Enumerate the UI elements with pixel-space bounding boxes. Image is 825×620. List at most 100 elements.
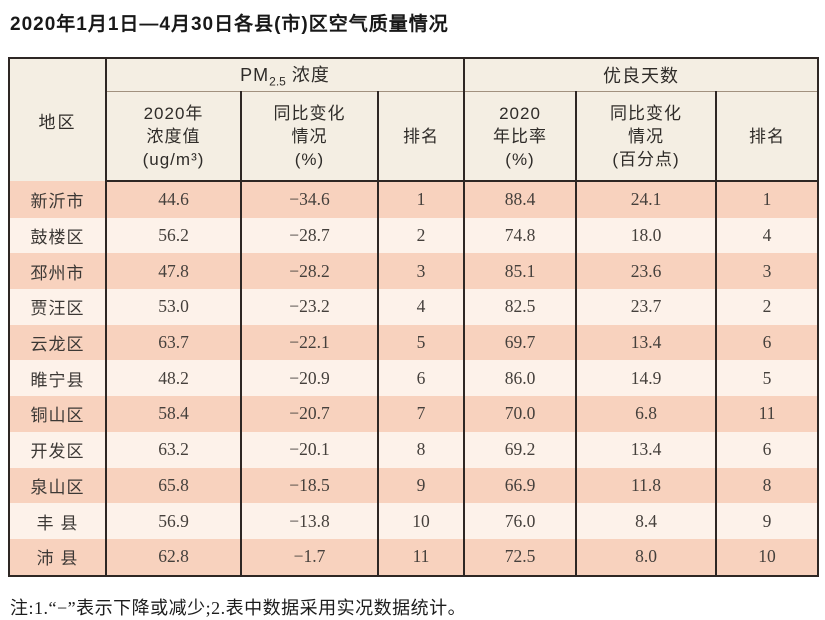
region-cell: 睢宁县 bbox=[8, 360, 106, 397]
pm-rank-cell: 10 bbox=[376, 503, 465, 539]
pm-value-cell: 63.2 bbox=[105, 431, 241, 468]
pm-value-cell: 62.8 bbox=[105, 538, 241, 576]
pm-rank-cell: 11 bbox=[376, 538, 465, 576]
good-change-cell: 8.0 bbox=[575, 538, 717, 576]
pm-change-cell: −28.2 bbox=[240, 253, 378, 290]
pm-rank-cell: 5 bbox=[376, 324, 465, 361]
pm-change-cell: −13.8 bbox=[240, 503, 378, 539]
pm25-label-prefix: PM bbox=[240, 65, 270, 86]
pm-change-cell: −28.7 bbox=[240, 217, 378, 254]
good-rank-cell: 4 bbox=[715, 217, 819, 254]
good-change-cell: 13.4 bbox=[575, 324, 717, 361]
footnote: 注:1.“−”表示下降或减少;2.表中数据采用实况数据统计。 bbox=[10, 597, 467, 618]
table-row: 邳州市 47.8 −28.2 3 85.1 23.6 3 bbox=[8, 253, 819, 290]
pm-value-cell: 48.2 bbox=[105, 360, 241, 397]
pm-rank-cell: 4 bbox=[376, 289, 465, 325]
col-header-good-rate: 2020 年比率 (%) bbox=[463, 91, 577, 182]
good-change-cell: 18.0 bbox=[575, 217, 717, 254]
good-rate-cell: 86.0 bbox=[463, 360, 577, 397]
good-rate-cell: 76.0 bbox=[463, 503, 577, 539]
region-cell: 邳州市 bbox=[8, 253, 106, 290]
table-row: 睢宁县 48.2 −20.9 6 86.0 14.9 5 bbox=[8, 360, 819, 397]
pm25-label-suffix: 浓度 bbox=[285, 65, 330, 86]
pm-value-cell: 44.6 bbox=[105, 181, 241, 218]
pm-value-cell: 53.0 bbox=[105, 289, 241, 325]
good-rank-cell: 6 bbox=[715, 324, 819, 361]
table-row: 丰 县 56.9 −13.8 10 76.0 8.4 9 bbox=[8, 503, 819, 539]
pm-change-cell: −18.5 bbox=[240, 467, 378, 504]
region-cell: 云龙区 bbox=[8, 324, 106, 361]
good-change-cell: 23.6 bbox=[575, 253, 717, 290]
region-cell: 泉山区 bbox=[8, 467, 106, 504]
pm-rank-cell: 6 bbox=[376, 360, 465, 397]
pm-value-cell: 63.7 bbox=[105, 324, 241, 361]
col-header-pm-rank: 排名 bbox=[376, 91, 465, 182]
table-row: 开发区 63.2 −20.1 8 69.2 13.4 6 bbox=[8, 431, 819, 468]
good-rate-cell: 88.4 bbox=[463, 181, 577, 218]
pm-change-cell: −23.2 bbox=[240, 289, 378, 325]
table-row: 鼓楼区 56.2 −28.7 2 74.8 18.0 4 bbox=[8, 217, 819, 254]
region-cell: 贾汪区 bbox=[8, 289, 106, 325]
good-change-cell: 11.8 bbox=[575, 467, 717, 504]
pm-rank-cell: 7 bbox=[376, 396, 465, 432]
pm-rank-cell: 9 bbox=[376, 467, 465, 504]
pm-change-cell: −20.7 bbox=[240, 396, 378, 432]
pm-change-cell: −20.9 bbox=[240, 360, 378, 397]
region-cell: 新沂市 bbox=[8, 181, 106, 218]
table-row: 新沂市 44.6 −34.6 1 88.4 24.1 1 bbox=[8, 181, 819, 218]
good-change-cell: 23.7 bbox=[575, 289, 717, 325]
table-body: 新沂市 44.6 −34.6 1 88.4 24.1 1 鼓楼区 56.2 −28.7 2 74.8 1… bbox=[8, 181, 819, 576]
good-change-cell: 24.1 bbox=[575, 181, 717, 218]
pm-rank-cell: 1 bbox=[376, 181, 465, 218]
pm25-subscript: 2.5 bbox=[269, 74, 286, 89]
region-cell: 鼓楼区 bbox=[8, 217, 106, 254]
pm-rank-cell: 2 bbox=[376, 217, 465, 254]
good-rank-cell: 1 bbox=[715, 181, 819, 218]
pm-value-cell: 47.8 bbox=[105, 253, 241, 290]
region-cell: 铜山区 bbox=[8, 396, 106, 432]
good-rate-cell: 82.5 bbox=[463, 289, 577, 325]
good-rank-cell: 11 bbox=[715, 396, 819, 432]
pm-rank-cell: 8 bbox=[376, 431, 465, 468]
good-rate-cell: 70.0 bbox=[463, 396, 577, 432]
sub-header-row: 2020年 浓度值 (ug/m³) 同比变化 情况 (%) 排名 2020 年比… bbox=[9, 91, 819, 182]
col-header-good-change: 同比变化 情况 (百分点) bbox=[575, 91, 717, 182]
pm-change-cell: −34.6 bbox=[240, 181, 378, 218]
good-rank-cell: 2 bbox=[715, 289, 819, 325]
good-rank-cell: 5 bbox=[715, 360, 819, 397]
region-cell: 丰 县 bbox=[8, 503, 106, 539]
pm-change-cell: −1.7 bbox=[240, 538, 378, 576]
page-title: 2020年1月1日—4月30日各县(市)区空气质量情况 bbox=[10, 14, 449, 35]
pm-value-cell: 65.8 bbox=[105, 467, 241, 504]
good-rate-cell: 69.2 bbox=[463, 431, 577, 468]
region-cell: 沛 县 bbox=[8, 538, 106, 576]
table-row: 铜山区 58.4 −20.7 7 70.0 6.8 11 bbox=[8, 396, 819, 432]
col-group-good-days: 优良天数 bbox=[463, 58, 819, 92]
col-group-pm25: PM2.5 浓度 bbox=[104, 58, 465, 92]
good-rate-cell: 72.5 bbox=[463, 538, 577, 576]
table-row: 云龙区 63.7 −22.1 5 69.7 13.4 6 bbox=[8, 324, 819, 361]
good-rate-cell: 85.1 bbox=[463, 253, 577, 290]
good-change-cell: 8.4 bbox=[575, 503, 717, 539]
good-change-cell: 6.8 bbox=[575, 396, 717, 432]
region-cell: 开发区 bbox=[8, 431, 106, 468]
table-header: 地区 PM2.5 浓度 优良天数 2020年 浓度值 (ug/m³) 同比变化 … bbox=[8, 58, 819, 182]
pm-value-cell: 56.2 bbox=[105, 217, 241, 254]
table-row: 泉山区 65.8 −18.5 9 66.9 11.8 8 bbox=[8, 467, 819, 504]
good-rank-cell: 8 bbox=[715, 467, 819, 504]
pm-change-cell: −20.1 bbox=[240, 431, 378, 468]
pm-value-cell: 56.9 bbox=[105, 503, 241, 539]
col-header-region: 地区 bbox=[8, 58, 106, 181]
col-header-good-rank: 排名 bbox=[715, 91, 819, 182]
good-rate-cell: 69.7 bbox=[463, 324, 577, 361]
good-rank-cell: 9 bbox=[715, 503, 819, 539]
pm-value-cell: 58.4 bbox=[105, 396, 241, 432]
good-rank-cell: 10 bbox=[715, 538, 819, 576]
good-change-cell: 13.4 bbox=[575, 431, 717, 468]
table-row: 沛 县 62.8 −1.7 11 72.5 8.0 10 bbox=[8, 538, 819, 576]
good-rate-cell: 74.8 bbox=[463, 217, 577, 254]
table-row: 贾汪区 53.0 −23.2 4 82.5 23.7 2 bbox=[8, 289, 819, 325]
group-header-row: 地区 PM2.5 浓度 优良天数 bbox=[8, 58, 819, 181]
pm-rank-cell: 3 bbox=[376, 253, 465, 290]
